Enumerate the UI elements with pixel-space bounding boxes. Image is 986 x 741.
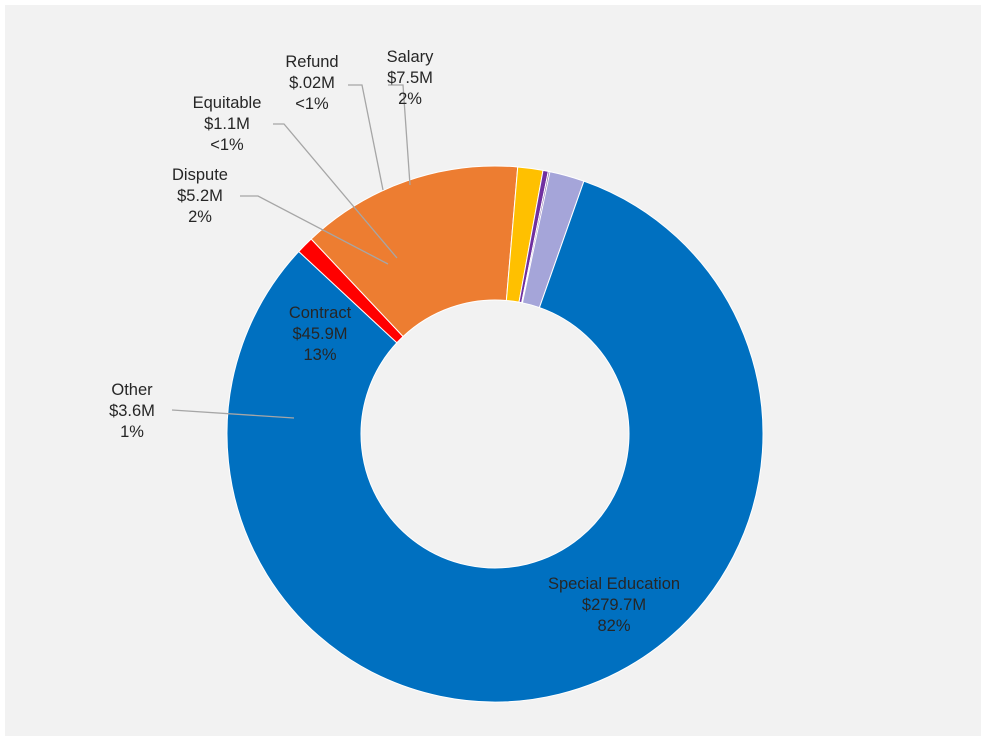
label-equitable-pct: <1% [210,136,244,154]
label-other-value: $3.6M [109,402,155,420]
label-special-education-name: Special Education [548,575,680,593]
leader-line-salary [388,84,411,186]
label-equitable-value: $1.1M [204,115,250,133]
label-equitable-name: Equitable [193,94,262,112]
leader-line-other [171,409,295,419]
label-salary-value: $7.5M [387,69,433,87]
label-dispute-value: $5.2M [177,187,223,205]
leader-line-refund [348,84,384,191]
label-dispute-name: Dispute [172,166,228,184]
leader-line-equitable [273,123,398,259]
label-special-education-value: $279.7M [582,596,646,614]
label-other-pct: 1% [120,423,144,441]
donut-slices [226,165,764,703]
label-refund-name: Refund [285,53,338,71]
slice-refund [521,170,551,304]
leader-line-dispute [240,195,389,265]
label-dispute-pct: 2% [188,208,212,226]
slice-contract [310,165,519,338]
slice-labels: Salary $7.5M 2% Special Education $279.7M 82%… [109,48,680,635]
leader-lines [171,84,411,419]
label-refund-pct: <1% [295,95,329,113]
label-salary-pct: 2% [398,90,422,108]
label-refund-value: $.02M [289,74,335,92]
label-special-education-pct: 82% [597,617,630,635]
label-salary-name: Salary [387,48,435,66]
slice-special-education [226,180,764,703]
label-other-name: Other [111,381,153,399]
label-contract-pct: 13% [303,346,336,364]
label-contract-value: $45.9M [292,325,347,343]
label-contract-name: Contract [289,304,352,322]
